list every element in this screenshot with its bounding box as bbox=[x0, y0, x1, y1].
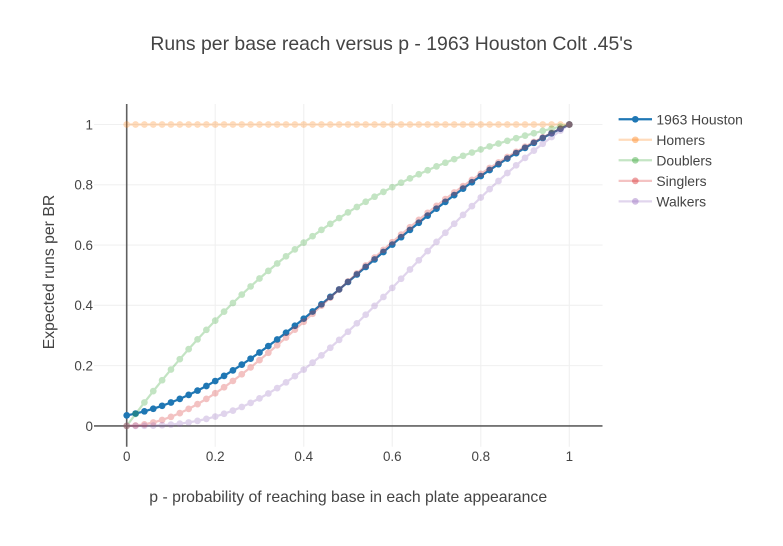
svg-text:1963 Houston: 1963 Houston bbox=[656, 111, 743, 127]
svg-text:Runs per base reach versus p -: Runs per base reach versus p - 1963 Hous… bbox=[150, 33, 632, 55]
svg-text:Homers: Homers bbox=[656, 132, 705, 148]
svg-text:0.6: 0.6 bbox=[383, 449, 402, 464]
svg-text:0: 0 bbox=[86, 419, 93, 434]
svg-text:1: 1 bbox=[566, 449, 573, 464]
svg-text:0.8: 0.8 bbox=[74, 178, 93, 193]
svg-text:0: 0 bbox=[123, 449, 130, 464]
svg-text:Walkers: Walkers bbox=[656, 193, 706, 209]
svg-text:0.4: 0.4 bbox=[74, 298, 93, 313]
svg-text:1: 1 bbox=[86, 117, 93, 132]
svg-text:Singlers: Singlers bbox=[656, 173, 706, 189]
svg-text:Doublers: Doublers bbox=[656, 152, 712, 168]
svg-text:0.8: 0.8 bbox=[471, 449, 490, 464]
svg-text:p - probability of reaching ba: p - probability of reaching base in each… bbox=[149, 489, 547, 506]
svg-text:0.6: 0.6 bbox=[74, 238, 93, 253]
svg-text:Expected runs per BR: Expected runs per BR bbox=[41, 195, 58, 350]
svg-text:0.2: 0.2 bbox=[206, 449, 225, 464]
svg-text:0.4: 0.4 bbox=[294, 449, 313, 464]
svg-text:0.2: 0.2 bbox=[74, 359, 93, 374]
